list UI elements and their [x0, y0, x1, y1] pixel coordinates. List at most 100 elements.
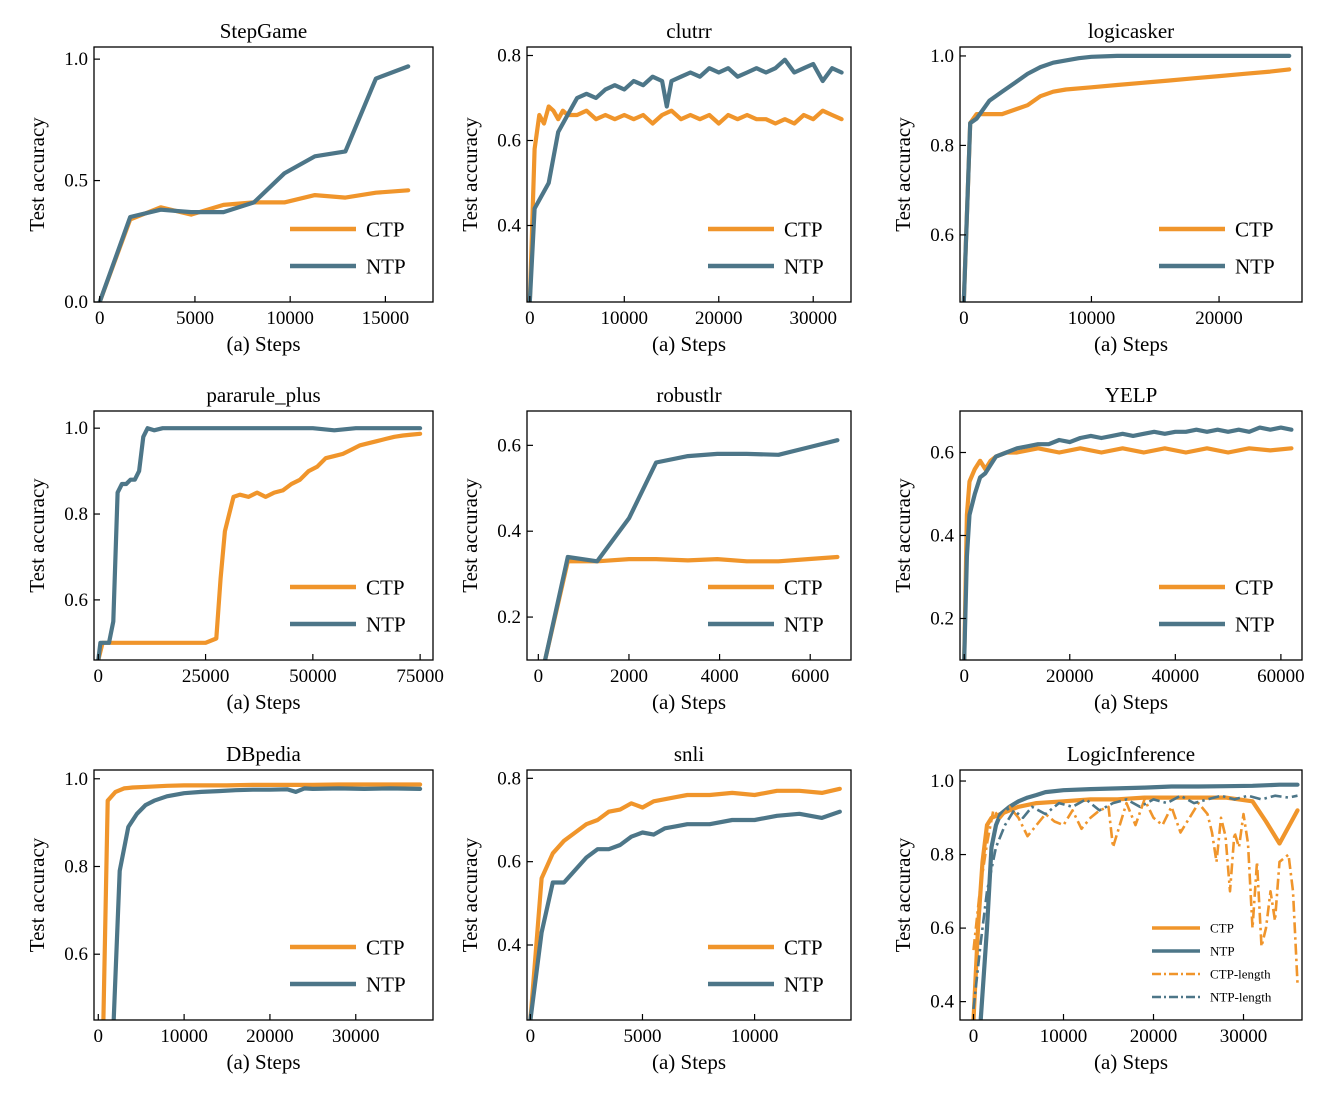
y-tick-label: 1.0: [930, 46, 954, 67]
x-tick-label: 15000: [362, 308, 410, 329]
x-tick-label: 20000: [695, 308, 743, 329]
x-tick-label: 10000: [1040, 1026, 1088, 1047]
y-tick-label: 0.6: [930, 918, 954, 939]
y-tick-label: 0.6: [930, 225, 954, 246]
series-line-ntp: [961, 53, 1292, 302]
x-tick-label: 30000: [1220, 1026, 1268, 1047]
x-tick-label: 0: [525, 308, 535, 329]
legend-label-ctp: CTP: [784, 575, 823, 599]
x-tick-label: 5000: [623, 1026, 661, 1047]
x-tick-label: 0: [94, 1026, 104, 1047]
axes-frame: [93, 410, 434, 661]
y-tick-label: 0.6: [497, 852, 521, 873]
plot-area: [97, 64, 411, 302]
legend: CTP NTP: [290, 217, 406, 278]
axes-frame: [959, 46, 1303, 303]
x-tick-label: 4000: [701, 666, 739, 687]
series-line-ctp: [543, 554, 840, 660]
x-tick-label: 30000: [332, 1026, 380, 1047]
x-axis-label: (a) Steps: [226, 1050, 300, 1074]
y-tick-label: 0.8: [64, 504, 88, 525]
y-tick-label: 0.6: [64, 590, 88, 611]
x-tick-label: 2000: [610, 666, 648, 687]
x-tick-label: 10000: [1068, 308, 1116, 329]
chart-title: clutrr: [666, 19, 711, 43]
x-tick-label: 0: [95, 308, 105, 329]
x-tick-label: 0: [969, 1026, 979, 1047]
axes-frame: [526, 769, 852, 1021]
legend-label-ctp: CTP: [366, 217, 405, 241]
axes-frame: [526, 46, 852, 303]
legend-label-ctp: CTP: [366, 575, 405, 599]
plot-area: [96, 426, 423, 660]
x-axis-label: (a) Steps: [1094, 1050, 1168, 1074]
chart-title: robustlr: [656, 383, 721, 407]
legend-label-ctp-length: CTP-length: [1210, 967, 1271, 982]
y-axis-label: Test accuracy: [891, 837, 915, 952]
chart-9: LogicInference 0 10000 20000 30000 0.4 0.6 0.8 1…: [891, 742, 1303, 1074]
legend-label-ntp: NTP: [366, 972, 406, 996]
y-axis-label: Test accuracy: [458, 478, 482, 593]
chart-title: pararule_plus: [206, 383, 320, 407]
axes-frame: [526, 410, 852, 661]
y-tick-label: 1.0: [64, 418, 88, 439]
y-axis-label: Test accuracy: [25, 837, 49, 952]
y-tick-label: 0.8: [930, 135, 954, 156]
x-tick-label: 0: [534, 666, 544, 687]
axes-frame: [93, 46, 434, 303]
series-line-ntp: [527, 57, 844, 302]
chart-2: clutrr 0 10000 20000 30000 0.4 0.6 0.8 (a) Steps…: [458, 19, 852, 356]
x-tick-label: 30000: [789, 308, 837, 329]
legend-label-ctp: CTP: [1235, 217, 1274, 241]
y-tick-label: 1.0: [930, 771, 954, 792]
series-line-ntp: [962, 425, 1294, 660]
x-tick-label: 40000: [1152, 666, 1200, 687]
series-line-ctp: [527, 104, 844, 302]
series-line-ctp-length: [972, 798, 1299, 984]
axes-frame: [93, 769, 434, 1021]
plot-area: [971, 782, 1300, 1020]
plot-area: [962, 425, 1294, 660]
x-tick-label: 0: [94, 666, 104, 687]
axes-frame: [959, 769, 1303, 1021]
x-tick-label: 10000: [731, 1026, 779, 1047]
x-tick-label: 20000: [1130, 1026, 1178, 1047]
y-axis-label: Test accuracy: [25, 117, 49, 232]
series-line-ntp: [543, 438, 840, 660]
y-axis-label: Test accuracy: [25, 478, 49, 593]
x-tick-label: 10000: [601, 308, 649, 329]
series-line-ntp: [97, 64, 411, 302]
plot-area: [528, 786, 842, 1020]
chart-3: logicasker 0 10000 20000 0.6 0.8 1.0 (a) Steps T…: [891, 19, 1303, 356]
chart-title: YELP: [1105, 383, 1158, 407]
y-tick-label: 0.8: [930, 845, 954, 866]
y-tick-label: 0.4: [930, 992, 954, 1013]
legend-label-ctp: CTP: [784, 935, 823, 959]
legend-label-ntp-length: NTP-length: [1210, 990, 1272, 1005]
y-axis-label: Test accuracy: [458, 837, 482, 952]
x-tick-label: 75000: [396, 666, 444, 687]
y-tick-label: 0.4: [497, 521, 521, 542]
y-tick-label: 0.4: [497, 935, 521, 956]
x-axis-label: (a) Steps: [652, 332, 726, 356]
y-tick-label: 1.0: [64, 49, 88, 70]
chart-8: snli 0 5000 10000 0.4 0.6 0.8 (a) Steps Test acc…: [458, 742, 852, 1074]
legend: CTP NTP CTP-length NTP-length: [1152, 921, 1272, 1005]
y-tick-label: 0.6: [64, 944, 88, 965]
y-tick-label: 0.0: [64, 292, 88, 313]
plot-area: [543, 438, 840, 660]
legend: CTP NTP: [1159, 575, 1275, 636]
x-tick-label: 0: [959, 308, 969, 329]
x-tick-label: 0: [526, 1026, 536, 1047]
legend: CTP NTP: [708, 935, 824, 996]
legend-label-ntp: NTP: [1235, 612, 1275, 636]
legend-label-ctp: CTP: [366, 935, 405, 959]
legend-label-ntp: NTP: [784, 612, 824, 636]
x-tick-label: 20000: [246, 1026, 294, 1047]
y-tick-label: 0.2: [930, 609, 954, 630]
x-tick-label: 10000: [160, 1026, 208, 1047]
y-tick-label: 0.8: [497, 768, 521, 789]
legend: CTP NTP: [708, 217, 824, 278]
x-tick-label: 20000: [1046, 666, 1094, 687]
legend: CTP NTP: [290, 575, 406, 636]
